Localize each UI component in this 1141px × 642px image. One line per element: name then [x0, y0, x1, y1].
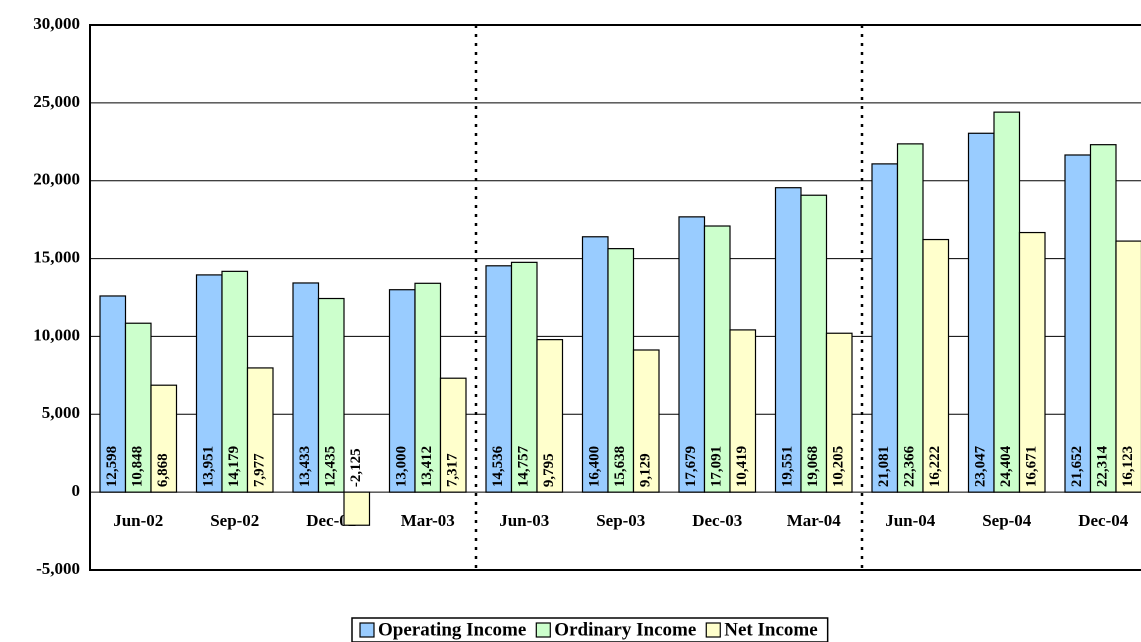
- value-label: 16,222: [927, 446, 943, 487]
- value-label: 23,047: [973, 445, 989, 487]
- bar: [581, 236, 609, 493]
- y-tick-label: 0: [72, 481, 81, 500]
- legend: Operating Income Ordinary Income Net Incom…: [351, 617, 829, 642]
- value-label: 17,091: [709, 446, 725, 487]
- bar: [607, 248, 635, 493]
- x-tick-label: Dec-04: [1078, 511, 1129, 530]
- value-label: 7,977: [252, 453, 268, 487]
- x-tick-label: Mar-03: [401, 511, 455, 530]
- bar: [967, 132, 995, 493]
- y-tick-label: 10,000: [33, 325, 80, 344]
- legend-swatch: [535, 622, 551, 638]
- value-label: 22,366: [902, 445, 918, 487]
- x-tick-label: Sep-04: [982, 511, 1032, 530]
- value-label: 9,129: [638, 453, 654, 487]
- bar: [292, 282, 320, 493]
- bar: [439, 377, 467, 493]
- value-label: 19,068: [805, 446, 821, 487]
- bar: [195, 274, 223, 493]
- value-label: 16,400: [587, 446, 603, 487]
- x-tick-label: Dec-03: [692, 511, 742, 530]
- legend-swatch: [705, 622, 721, 638]
- value-label: 10,205: [831, 446, 847, 487]
- bar: [632, 349, 660, 493]
- value-label: 17,679: [683, 446, 699, 487]
- bar: [678, 216, 706, 493]
- value-label: 13,433: [297, 446, 313, 487]
- x-tick-label: Jun-02: [113, 511, 163, 530]
- value-label: 22,314: [1095, 445, 1111, 487]
- value-label: 16,671: [1024, 446, 1040, 487]
- value-label: 15,638: [612, 446, 628, 487]
- bar: [1064, 154, 1092, 493]
- value-label: 21,652: [1069, 446, 1085, 487]
- bar: [246, 367, 274, 493]
- bar: [510, 261, 538, 493]
- legend-label: Operating Income: [378, 619, 526, 640]
- legend-swatch: [359, 622, 375, 638]
- y-tick-label: -5,000: [36, 559, 80, 578]
- y-tick-label: 5,000: [42, 403, 80, 422]
- value-label: 13,000: [394, 446, 410, 487]
- value-label: 14,179: [226, 446, 242, 487]
- value-label: 12,435: [323, 446, 339, 487]
- value-label: 24,404: [998, 445, 1014, 487]
- value-label: 6,868: [155, 453, 171, 487]
- bar: [825, 332, 853, 493]
- y-tick-label: 30,000: [33, 14, 80, 33]
- bar: [871, 163, 899, 493]
- bar: [388, 289, 416, 493]
- x-tick-label: Sep-02: [210, 511, 259, 530]
- x-tick-label: Jun-04: [885, 511, 936, 530]
- bar: [1115, 240, 1141, 493]
- x-tick-label: Mar-04: [787, 511, 842, 530]
- bar: [414, 282, 442, 493]
- bar: [221, 270, 249, 493]
- bar: [993, 111, 1021, 493]
- bar: [729, 329, 757, 493]
- value-label: 9,795: [541, 453, 557, 487]
- bar: [150, 384, 178, 493]
- bar: [774, 187, 802, 493]
- value-label: 16,123: [1120, 446, 1136, 487]
- value-label: 21,081: [876, 446, 892, 487]
- x-tick-label: Sep-03: [596, 511, 645, 530]
- bar: [1089, 144, 1117, 493]
- y-tick-label: 20,000: [33, 170, 80, 189]
- legend-label: Net Income: [724, 619, 817, 640]
- y-tick-label: 25,000: [33, 92, 80, 111]
- x-tick-label: Jun-03: [499, 511, 549, 530]
- bar: [536, 339, 564, 493]
- bar: [317, 297, 345, 493]
- value-label: 19,551: [780, 446, 796, 487]
- plot-border: [89, 24, 1141, 571]
- bar: [1018, 231, 1046, 493]
- value-label: 14,757: [516, 445, 532, 487]
- value-label: 10,848: [130, 446, 146, 487]
- value-label: 14,536: [490, 445, 506, 487]
- legend-label: Ordinary Income: [554, 619, 696, 640]
- bar: [800, 194, 828, 493]
- bar: [922, 238, 950, 493]
- value-label: 13,951: [201, 446, 217, 487]
- y-tick-label: 15,000: [33, 247, 80, 266]
- value-label: 10,419: [734, 446, 750, 487]
- value-label: 7,317: [445, 453, 461, 487]
- legend-box: [351, 617, 829, 642]
- value-label: 13,412: [419, 446, 435, 487]
- value-label: -2,125: [348, 448, 364, 487]
- value-label: 12,598: [104, 446, 120, 487]
- bar: [343, 491, 371, 526]
- bar: [896, 143, 924, 493]
